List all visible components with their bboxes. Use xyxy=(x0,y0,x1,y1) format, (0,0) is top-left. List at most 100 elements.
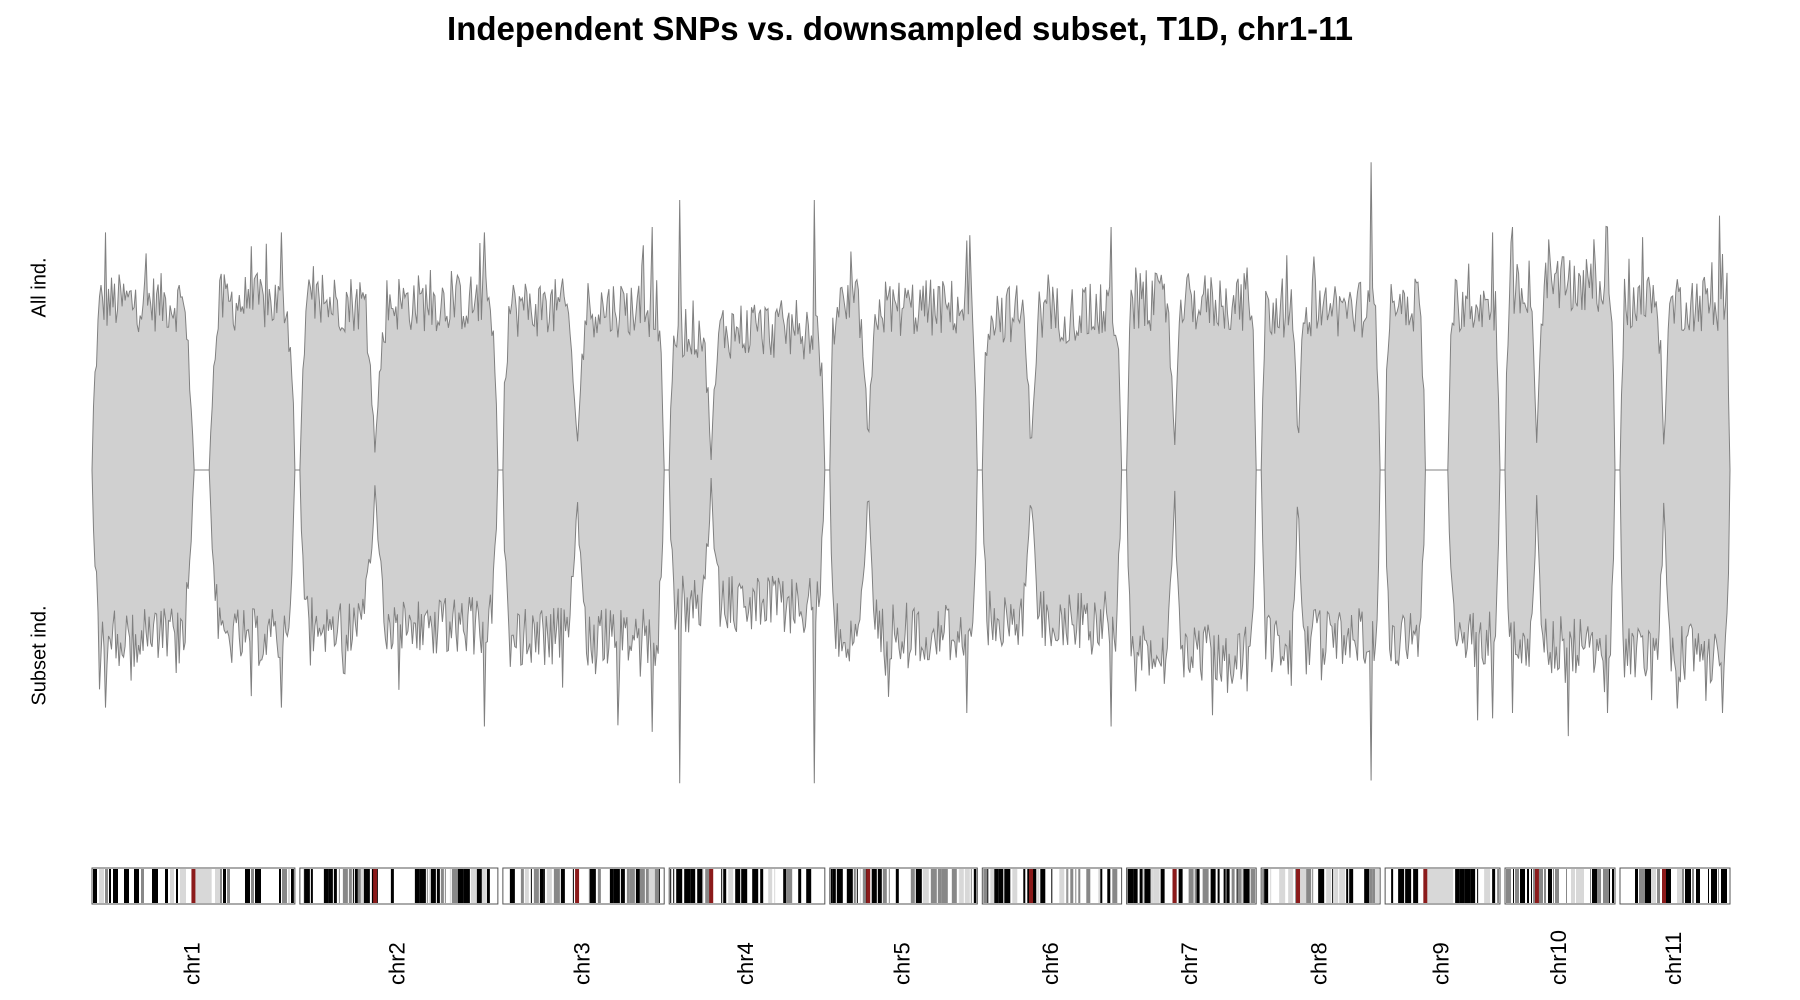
chr7-band xyxy=(1196,869,1200,903)
chr7-band xyxy=(1188,869,1194,903)
chr3-band xyxy=(588,869,590,903)
chr11-band xyxy=(1635,869,1639,903)
chr6-band xyxy=(1070,869,1074,903)
chr3-band xyxy=(609,869,614,903)
chr4-band xyxy=(728,869,734,903)
chr5-band xyxy=(915,869,922,903)
chr7-band xyxy=(1231,869,1235,903)
chr6-band xyxy=(1023,869,1026,903)
chr8-band xyxy=(1375,869,1380,903)
chr5-band xyxy=(859,869,861,903)
chr3-band xyxy=(620,869,625,903)
chr1-top-area xyxy=(92,232,295,470)
chr1-centromere xyxy=(191,869,196,903)
chr8-band xyxy=(1349,869,1354,903)
chr6-band xyxy=(990,869,995,903)
chr3-band xyxy=(509,869,515,903)
chr5-band xyxy=(941,869,948,903)
chr1-band xyxy=(93,869,95,903)
chr10-band xyxy=(1515,869,1520,903)
chr4-band xyxy=(786,869,793,903)
chr11-top-area xyxy=(1620,215,1730,470)
chr8-band xyxy=(1372,869,1376,903)
chr2-band xyxy=(414,869,420,903)
chr6-band xyxy=(1027,869,1030,903)
chr6-bottom-area xyxy=(982,470,1122,727)
chr10-centromere xyxy=(1534,869,1539,903)
chr4-band xyxy=(798,869,802,903)
chr7-band xyxy=(1223,869,1226,903)
chr3-top-area xyxy=(502,227,665,470)
chr4-top-area xyxy=(669,200,825,470)
chr7-ideogram xyxy=(1126,867,1257,905)
chr10-band xyxy=(1612,869,1615,903)
chr2-bottom-area xyxy=(299,470,498,727)
chr5-band xyxy=(862,869,866,903)
chr4-band xyxy=(752,869,759,903)
chr11-band xyxy=(1708,869,1710,903)
chr1-band xyxy=(251,869,254,903)
chr5-band xyxy=(846,869,853,903)
chr7-band xyxy=(1178,869,1183,903)
chr4-band xyxy=(676,869,683,903)
chr10-band xyxy=(1531,869,1533,903)
chr4-band xyxy=(697,869,703,903)
chr8-band xyxy=(1262,869,1265,903)
chr2-band xyxy=(360,869,364,903)
chr7-band xyxy=(1225,869,1227,903)
chr2-band xyxy=(463,869,470,903)
chr5-band xyxy=(853,869,856,903)
chr1-band xyxy=(109,869,111,903)
chr3-band xyxy=(613,869,620,903)
chr5-band xyxy=(856,869,858,903)
chr3-band xyxy=(543,869,545,903)
chr7-bottom-area xyxy=(1126,470,1257,716)
chr7-top-area xyxy=(1126,267,1257,470)
chr1-top-line xyxy=(91,232,296,471)
chr8-band xyxy=(1300,869,1307,903)
chr9-band xyxy=(1455,869,1460,903)
chr11-band xyxy=(1639,869,1646,903)
chr7-band xyxy=(1133,869,1138,903)
chr9-label: chr9 xyxy=(1428,942,1453,985)
chr8-band xyxy=(1369,869,1373,903)
chr3-band xyxy=(635,869,640,903)
chr10-band xyxy=(1513,869,1515,903)
chr11-band xyxy=(1665,869,1672,903)
chr2-top-line xyxy=(299,232,499,471)
chr10-band xyxy=(1580,869,1585,903)
chr5-band xyxy=(910,869,915,903)
chr11-band xyxy=(1651,869,1657,903)
chr5-band xyxy=(964,869,970,903)
chr10-band xyxy=(1590,869,1592,903)
chr11-band xyxy=(1696,869,1701,903)
chr5-bottom-line xyxy=(829,469,978,714)
chr6-band xyxy=(987,869,989,903)
chr2-band xyxy=(323,869,329,903)
chr3-band xyxy=(524,869,529,903)
chr10-band xyxy=(1520,869,1526,903)
chr6-centromere xyxy=(1029,869,1034,903)
chr1-band xyxy=(165,869,168,903)
chr1-band xyxy=(255,869,261,903)
chr1-band xyxy=(124,869,129,903)
chr3-label: chr3 xyxy=(569,942,594,985)
chart-title: Independent SNPs vs. downsampled subset,… xyxy=(447,10,1353,47)
chr8-bottom-line xyxy=(1260,469,1381,781)
chr7-band xyxy=(1153,869,1160,903)
chr5-band xyxy=(970,869,972,903)
chr3-band xyxy=(520,869,524,903)
chr11-label: chr11 xyxy=(1661,932,1686,985)
chr1-band xyxy=(170,869,174,903)
chr2-band xyxy=(486,869,490,903)
chr9-heterochromatin xyxy=(1427,869,1451,903)
chr9-band xyxy=(1470,869,1476,903)
chr5-band xyxy=(888,869,890,903)
chr4-band xyxy=(723,869,727,903)
chr8-band xyxy=(1332,869,1334,903)
chr2-band xyxy=(390,869,394,903)
chr8-band xyxy=(1288,869,1294,903)
chr5-band xyxy=(871,869,877,903)
chr1-band xyxy=(227,869,230,903)
chr5-top-line xyxy=(829,235,978,471)
